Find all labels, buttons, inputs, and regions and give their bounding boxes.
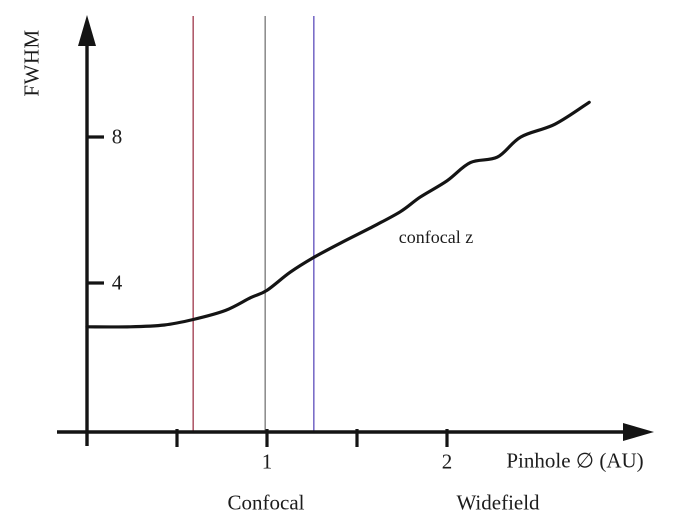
reference-lines xyxy=(192,16,315,431)
confocal-z-curve xyxy=(85,100,591,329)
y-axis-arrow-icon xyxy=(78,15,96,46)
x-axis-arrow-icon xyxy=(623,423,654,441)
